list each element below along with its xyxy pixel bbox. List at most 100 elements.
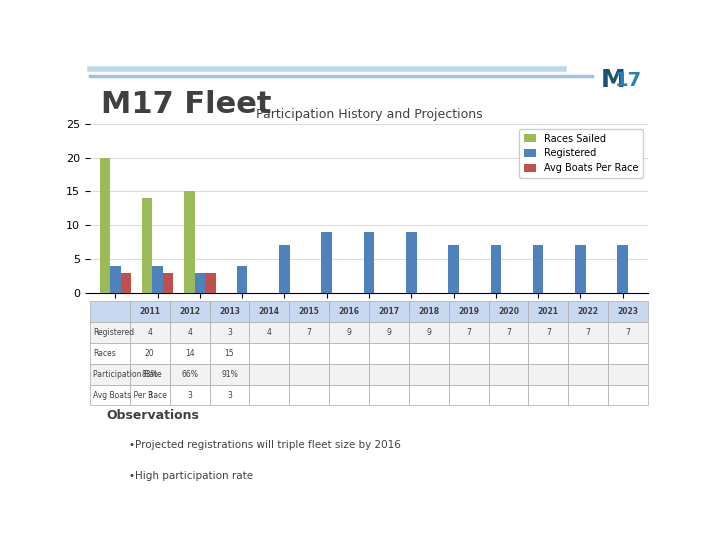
Bar	[130, 364, 170, 384]
Text: Races: Races	[93, 349, 115, 358]
Bar	[90, 301, 130, 322]
Bar	[409, 343, 449, 364]
Bar	[528, 364, 568, 384]
Bar	[210, 364, 249, 384]
Bar	[409, 322, 449, 343]
Bar	[170, 364, 210, 384]
Bar	[369, 322, 409, 343]
Bar	[130, 301, 170, 322]
Text: 9: 9	[426, 328, 431, 337]
Bar	[489, 343, 528, 364]
Text: 7: 7	[586, 328, 590, 337]
Text: 15: 15	[225, 349, 234, 358]
Bar	[210, 343, 249, 364]
Bar	[489, 364, 528, 384]
Bar	[533, 246, 544, 293]
Bar	[163, 273, 174, 293]
Text: 7: 7	[467, 328, 471, 337]
Legend: Races Sailed, Registered, Avg Boats Per Race: Races Sailed, Registered, Avg Boats Per …	[519, 129, 643, 178]
Text: 4: 4	[187, 328, 192, 337]
Bar	[575, 246, 585, 293]
Bar	[249, 301, 289, 322]
Bar	[608, 343, 648, 364]
Bar	[249, 364, 289, 384]
Bar	[409, 384, 449, 406]
Bar	[449, 384, 489, 406]
Bar	[249, 343, 289, 364]
Bar	[608, 384, 648, 406]
Text: 7: 7	[506, 328, 511, 337]
Bar	[449, 322, 489, 343]
Bar	[329, 343, 369, 364]
Bar	[170, 301, 210, 322]
Bar	[184, 191, 194, 293]
Text: 7: 7	[307, 328, 312, 337]
Bar	[369, 364, 409, 384]
Bar	[528, 343, 568, 364]
Bar	[90, 322, 130, 343]
Text: 4: 4	[148, 328, 152, 337]
Text: 83%: 83%	[141, 370, 158, 379]
Bar	[205, 273, 216, 293]
Bar	[210, 384, 249, 406]
Bar	[608, 322, 648, 343]
Bar	[329, 301, 369, 322]
Text: 91%: 91%	[221, 370, 238, 379]
Text: Participation Rate: Participation Rate	[93, 370, 161, 379]
Bar	[409, 364, 449, 384]
Text: 2014: 2014	[259, 307, 280, 316]
Text: 2023: 2023	[618, 307, 639, 316]
Bar	[489, 384, 528, 406]
Bar	[369, 301, 409, 322]
Bar	[617, 246, 628, 293]
Bar	[449, 364, 489, 384]
Bar	[130, 322, 170, 343]
Bar	[99, 158, 110, 293]
Bar	[329, 384, 369, 406]
Text: 2011: 2011	[139, 307, 161, 316]
Text: 2012: 2012	[179, 307, 200, 316]
Text: 14: 14	[185, 349, 194, 358]
Text: •Projected registrations will triple fleet size by 2016: •Projected registrations will triple fle…	[129, 440, 401, 450]
Text: M: M	[601, 69, 626, 92]
Bar	[449, 301, 489, 322]
Bar	[210, 301, 249, 322]
Bar	[449, 246, 459, 293]
Text: 2015: 2015	[299, 307, 320, 316]
Bar	[490, 246, 501, 293]
Text: 17: 17	[616, 71, 642, 90]
Text: 3: 3	[187, 390, 192, 400]
Bar	[489, 301, 528, 322]
Text: M17 Fleet: M17 Fleet	[101, 90, 271, 119]
Bar	[142, 198, 153, 293]
Bar	[90, 364, 130, 384]
Text: 3: 3	[148, 390, 152, 400]
Bar	[170, 322, 210, 343]
Text: 20: 20	[145, 349, 155, 358]
Bar	[130, 384, 170, 406]
Bar	[289, 364, 329, 384]
Bar	[289, 301, 329, 322]
Bar	[369, 343, 409, 364]
Text: 2017: 2017	[379, 307, 400, 316]
Bar	[289, 322, 329, 343]
Bar	[568, 322, 608, 343]
Bar	[170, 343, 210, 364]
Bar	[608, 301, 648, 322]
Bar	[249, 322, 289, 343]
Bar	[568, 384, 608, 406]
Text: 9: 9	[346, 328, 351, 337]
Bar	[449, 343, 489, 364]
Bar	[528, 384, 568, 406]
Bar	[528, 322, 568, 343]
Bar	[121, 273, 131, 293]
Text: Observations: Observations	[107, 409, 199, 422]
Bar	[321, 232, 332, 293]
Bar	[130, 343, 170, 364]
Bar	[528, 301, 568, 322]
Text: Registered: Registered	[93, 328, 134, 337]
Bar	[110, 266, 121, 293]
Bar	[364, 232, 374, 293]
Bar	[568, 343, 608, 364]
Text: •High participation rate: •High participation rate	[129, 471, 253, 481]
